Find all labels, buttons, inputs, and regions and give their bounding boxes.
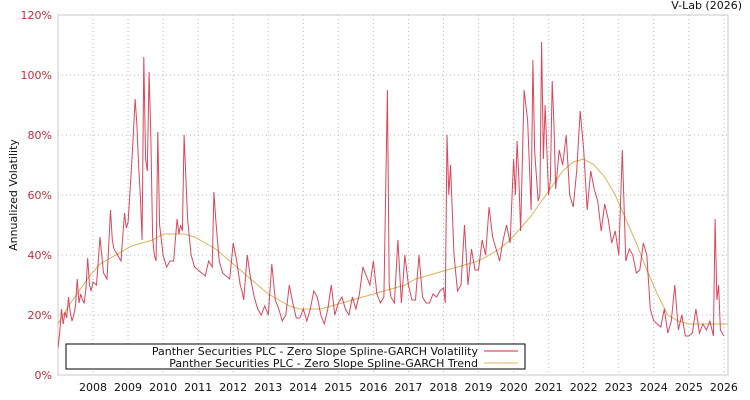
plot-frame (57, 14, 729, 376)
x-tick-label: 2022 (570, 381, 598, 394)
volatility-line (58, 41, 725, 349)
x-axis-ticks: 2008 2009 2010 2011 2012 2013 2014 2015 2016 2017… (79, 381, 738, 394)
x-tick-label: 2026 (710, 381, 738, 394)
legend-label-trend: Panther Securities PLC - Zero Slope Spli… (169, 357, 478, 370)
trend-line (58, 158, 728, 325)
x-tick-label: 2025 (675, 381, 703, 394)
y-tick-label: 120% (21, 9, 52, 22)
x-tick-label: 2013 (254, 381, 282, 394)
x-tick-label: 2018 (430, 381, 458, 394)
x-tick-label: 2011 (184, 381, 212, 394)
legend-label-volatility: Panther Securities PLC - Zero Slope Spli… (152, 345, 479, 358)
credit-label: V-Lab (2026) (671, 0, 742, 12)
x-tick-label: 2017 (394, 381, 422, 394)
x-tick-label: 2012 (219, 381, 247, 394)
x-tick-label: 2020 (500, 381, 528, 394)
y-tick-label: 100% (21, 69, 52, 82)
x-tick-label: 2015 (324, 381, 352, 394)
x-tick-label: 2014 (289, 381, 317, 394)
grid-lines (58, 15, 728, 375)
x-tick-label: 2008 (79, 381, 107, 394)
y-tick-label: 40% (28, 249, 52, 262)
y-tick-label: 80% (28, 129, 52, 142)
x-tick-label: 2019 (465, 381, 493, 394)
y-tick-label: 20% (28, 309, 52, 322)
x-tick-label: 2009 (114, 381, 142, 394)
x-tick-label: 2010 (149, 381, 177, 394)
x-tick-label: 2024 (640, 381, 668, 394)
y-axis-ticks: 0% 20% 40% 60% 80% 100% 120% (21, 9, 52, 382)
x-tick-label: 2016 (359, 381, 387, 394)
y-tick-label: 0% (35, 369, 52, 382)
y-tick-label: 60% (28, 189, 52, 202)
x-tick-label: 2021 (535, 381, 563, 394)
x-tick-label: 2023 (605, 381, 633, 394)
legend: Panther Securities PLC - Zero Slope Spli… (65, 343, 526, 370)
y-axis-label: Annualized Volatility (7, 139, 20, 251)
legend-box (65, 343, 526, 370)
